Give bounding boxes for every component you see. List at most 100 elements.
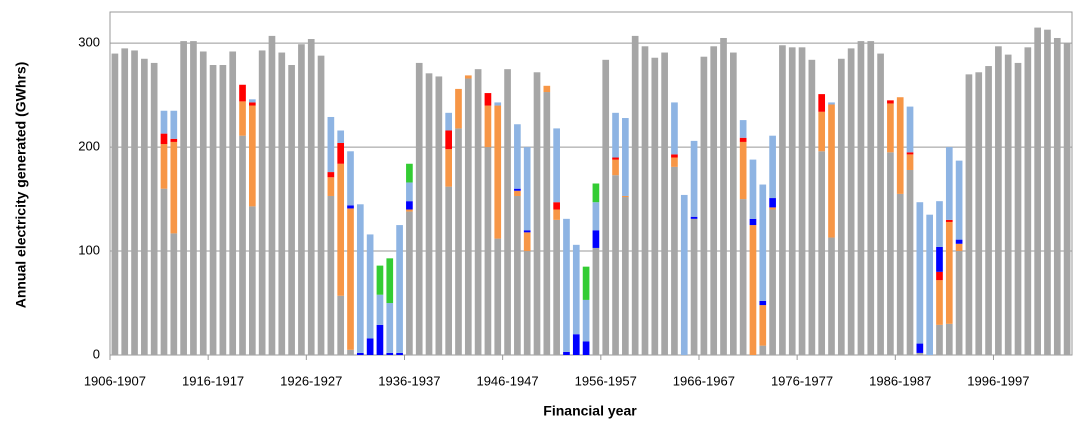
bar-segment xyxy=(828,102,835,105)
bar-segment xyxy=(406,182,413,202)
bar-segment xyxy=(484,105,492,148)
bar-segment xyxy=(887,152,894,355)
bar-segment xyxy=(484,93,492,106)
bar-segment xyxy=(612,157,619,160)
bar-segment xyxy=(494,105,502,239)
bar-segment xyxy=(671,166,678,355)
bar-segment xyxy=(160,188,168,355)
bar-segment xyxy=(445,112,453,131)
bar-segment xyxy=(877,53,884,356)
bar-segment xyxy=(906,169,914,355)
bar-segment xyxy=(896,97,904,194)
bar-segment xyxy=(985,66,992,355)
bar-segment xyxy=(995,46,1002,356)
bar-segment xyxy=(916,343,924,353)
bar-segment xyxy=(239,101,246,136)
bar-segment xyxy=(769,209,776,355)
bar-segment xyxy=(209,65,217,355)
x-tick-label: 1906-1907 xyxy=(84,373,146,388)
bar-segment xyxy=(955,239,963,244)
bar-segment xyxy=(356,352,364,355)
bar-segment xyxy=(828,104,835,238)
bar-segment xyxy=(690,140,698,217)
bar-segment xyxy=(769,207,776,210)
bar-segment xyxy=(945,323,953,355)
bar-segment xyxy=(612,159,619,176)
bar-segment xyxy=(602,59,610,355)
bar-segment xyxy=(307,39,315,356)
bar-segment xyxy=(739,141,747,200)
bar-segment xyxy=(298,44,305,355)
bar-segment xyxy=(916,202,924,344)
bar-segment xyxy=(248,102,256,106)
bar-segment xyxy=(111,53,119,356)
bar-segment xyxy=(690,218,698,355)
bar-segment xyxy=(1024,47,1032,356)
bar-segment xyxy=(622,197,629,355)
bar-segment xyxy=(160,133,168,145)
bar-segment xyxy=(494,238,502,355)
x-tick-label: 1926-1927 xyxy=(280,373,342,388)
bar-segment xyxy=(641,46,649,356)
bar-segment xyxy=(651,57,659,355)
bar-segment xyxy=(749,225,757,355)
bar-segment xyxy=(1053,37,1061,355)
bar-segment xyxy=(366,234,374,339)
bar-segment xyxy=(720,37,727,355)
bar-segment xyxy=(955,160,963,240)
bar-segment xyxy=(180,41,187,356)
bar-segment xyxy=(514,188,521,191)
bar-segment xyxy=(396,225,403,353)
bar-segment xyxy=(700,56,708,355)
bar-segment xyxy=(543,85,551,93)
x-tick-label: 1946-1947 xyxy=(476,373,538,388)
bar-segment xyxy=(141,58,148,355)
bar-segment xyxy=(582,266,590,300)
bar-segment xyxy=(887,100,894,104)
bar-segment xyxy=(936,324,943,355)
bar-segment xyxy=(523,232,531,252)
bar-segment xyxy=(936,280,943,325)
bar-segment xyxy=(612,112,619,158)
x-tick-label: 1936-1937 xyxy=(378,373,440,388)
bar-segment xyxy=(680,194,688,355)
bar-segment xyxy=(563,218,570,352)
bar-segment xyxy=(936,201,943,247)
bar-segment xyxy=(464,75,472,79)
bar-segment xyxy=(170,138,178,142)
bar-segment xyxy=(749,218,757,226)
bar-segment xyxy=(592,202,600,231)
bar-segment xyxy=(572,244,580,335)
bar-segment xyxy=(268,35,276,355)
bar-segment xyxy=(327,195,335,355)
bar-segment xyxy=(779,45,786,355)
bar-segment xyxy=(327,116,335,173)
bar-segment xyxy=(906,154,914,170)
bar-segment xyxy=(288,65,295,355)
bar-segment xyxy=(248,206,256,355)
x-tick-label: 1996-1997 xyxy=(967,373,1029,388)
bar-segment xyxy=(1014,62,1022,356)
bar-segment xyxy=(769,135,776,199)
x-tick-label: 1986-1987 xyxy=(869,373,931,388)
bar-segment xyxy=(170,141,178,234)
bar-segment xyxy=(219,65,227,355)
bar-segment xyxy=(837,58,845,355)
bar-segment xyxy=(514,195,521,355)
bar-segment xyxy=(347,151,354,206)
bar-segment xyxy=(936,246,943,272)
bar-segment xyxy=(896,193,904,355)
bar-segment xyxy=(523,147,531,231)
bar-segment xyxy=(729,52,737,355)
bar-segment xyxy=(435,76,443,356)
bar-segment xyxy=(160,144,168,189)
bar-segment xyxy=(749,159,757,219)
bar-segment xyxy=(327,172,335,178)
bar-segment xyxy=(612,175,619,355)
bar-segment xyxy=(464,78,472,355)
bar-segment xyxy=(347,349,354,355)
bar-segment xyxy=(818,111,826,152)
bar-segment xyxy=(622,195,629,198)
bar-segment xyxy=(131,50,138,355)
